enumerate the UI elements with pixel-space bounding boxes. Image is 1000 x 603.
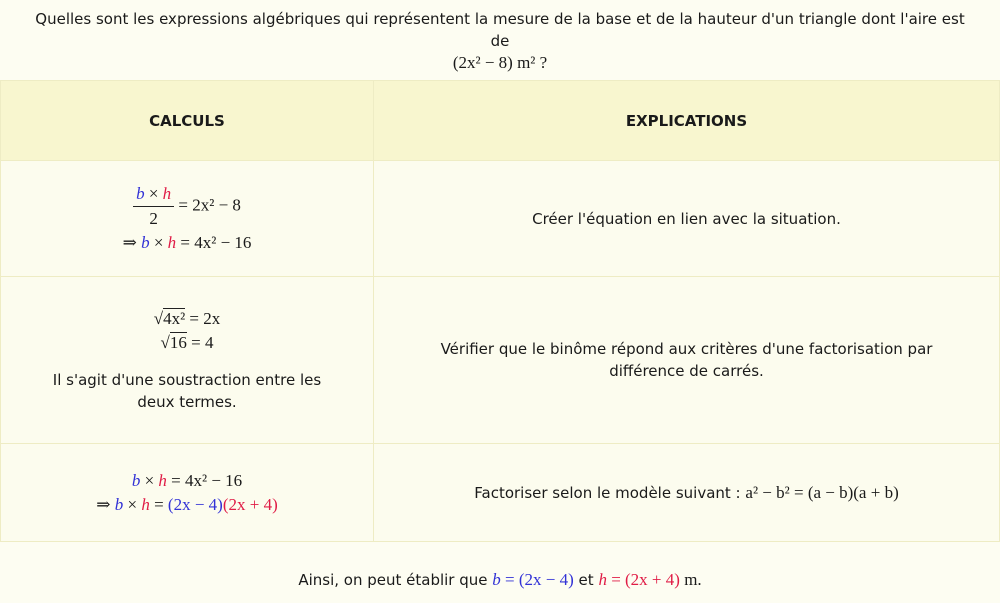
calc-note: Il s'agit d'une soustraction entre les d… (52, 371, 322, 411)
table-header: CALCULS EXPLICATIONS (0, 80, 1000, 161)
denominator: 2 (149, 209, 158, 228)
rhs: = 2x² − 8 (174, 195, 241, 215)
table-row: √4x² = 2x √16 = 4 Il s'agit d'une soustr… (0, 276, 1000, 444)
header-calculs: CALCULS (0, 80, 374, 161)
question-text: Quelles sont les expressions algébriques… (35, 10, 965, 50)
base-expr: = (2x − 4) (500, 570, 574, 589)
var-h: h (167, 233, 177, 252)
var-h: h (158, 470, 167, 490)
explication-cell: Factoriser selon le modèle suivant : a² … (373, 443, 1000, 542)
equals: = (149, 494, 168, 514)
var-h: h (162, 184, 172, 203)
explication-cell: Vérifier que le binôme répond aux critèr… (373, 276, 1000, 444)
implies: ⇒ (122, 233, 142, 252)
explication-text: Factoriser selon le modèle suivant : (474, 483, 741, 502)
implies: ⇒ (96, 494, 115, 514)
height-expr: = (2x + 4) (606, 570, 680, 589)
times: × (123, 494, 142, 514)
var-b: b (114, 494, 124, 514)
conclusion: Ainsi, on peut établir que b = (2x − 4) … (0, 542, 1000, 590)
times: × (140, 470, 159, 490)
and-text: et (573, 571, 599, 589)
var-b: b (131, 470, 141, 490)
radicand: 4x² (163, 308, 186, 328)
var-h: h (598, 570, 607, 589)
times: × (149, 233, 168, 252)
question: Quelles sont les expressions algébriques… (0, 0, 1000, 72)
factor-height: (2x + 4) (222, 494, 278, 514)
radicand: 16 (169, 332, 187, 352)
var-b: b (136, 184, 145, 203)
result: = 2x (185, 309, 221, 328)
rhs: = 4x² − 16 (166, 470, 243, 490)
explication-cell: Créer l'équation en lien avec la situati… (373, 160, 1000, 277)
var-h: h (141, 494, 150, 514)
factor-base: (2x − 4) (167, 494, 223, 514)
times: × (144, 184, 163, 203)
var-b: b (141, 233, 150, 252)
calc-cell: b × h = 4x² − 16 ⇒ b × h = (2x − 4)(2x +… (0, 443, 374, 542)
conclusion-text: Ainsi, on peut établir que (298, 571, 488, 589)
formula: a² − b² = (a − b)(a + b) (745, 482, 899, 502)
rhs: = 4x² − 16 (176, 233, 252, 252)
unit: m. (679, 570, 702, 589)
calc-cell: √4x² = 2x √16 = 4 Il s'agit d'une soustr… (0, 276, 374, 444)
result: = 4 (186, 333, 214, 352)
header-explications: EXPLICATIONS (373, 80, 1000, 161)
table-row: b × h = 4x² − 16 ⇒ b × h = (2x − 4)(2x +… (0, 443, 1000, 542)
question-math: (2x² − 8) m² ? (452, 53, 548, 72)
var-b: b (492, 570, 501, 589)
